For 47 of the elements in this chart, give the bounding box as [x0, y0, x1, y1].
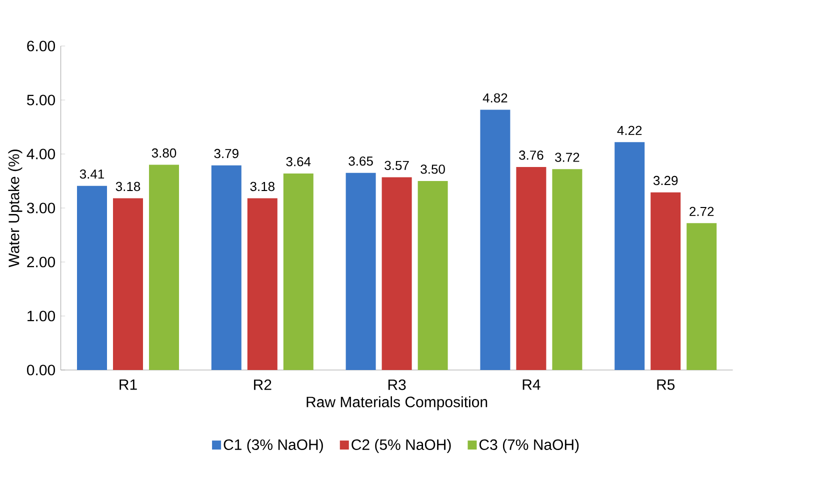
x-tick-label: R5 — [657, 379, 675, 390]
bar — [113, 198, 143, 370]
data-label: 3.79 — [214, 148, 238, 158]
bar — [283, 173, 314, 370]
bar — [247, 198, 278, 370]
bar — [480, 110, 510, 370]
data-label: 3.64 — [286, 157, 311, 166]
data-label: 3.29 — [653, 176, 678, 186]
legend-label: C3 (7% NaOH) — [479, 438, 579, 453]
data-label: 3.80 — [152, 148, 176, 158]
bar — [614, 142, 645, 370]
x-tick-label: R1 — [120, 379, 137, 390]
bar — [77, 186, 107, 370]
data-label: 2.72 — [690, 206, 714, 216]
data-label: 3.65 — [348, 156, 373, 166]
bar — [552, 169, 582, 370]
y-tick-label: 6.00 — [27, 40, 56, 52]
y-tick-label: 1.00 — [28, 310, 56, 322]
data-label: 3.57 — [384, 160, 409, 170]
bar — [686, 223, 717, 370]
y-tick-label: 5.00 — [27, 94, 56, 106]
data-label: 3.18 — [116, 182, 140, 192]
y-axis-title: Water Uptake (%) — [8, 150, 22, 268]
x-tick-label: R2 — [254, 379, 272, 390]
bar — [211, 165, 242, 370]
bar — [346, 172, 376, 370]
bar — [418, 181, 448, 370]
x-axis-title: Raw Materials Composition — [306, 396, 488, 410]
data-label: 3.72 — [555, 152, 580, 162]
data-label: 3.76 — [519, 150, 544, 160]
y-tick-label: 4.00 — [26, 148, 56, 160]
bar — [516, 166, 546, 370]
x-tick-label: R4 — [522, 379, 540, 390]
y-tick-label: 0.00 — [27, 364, 56, 376]
data-label: 3.18 — [250, 182, 274, 192]
data-label: 4.22 — [617, 126, 642, 135]
data-label: 4.82 — [482, 93, 508, 103]
x-tick-label: R3 — [388, 379, 406, 390]
legend-label: C2 (5% NaOH) — [352, 438, 451, 453]
legend-label: C1 (3% NaOH) — [224, 438, 323, 453]
y-tick-label: 3.00 — [26, 202, 56, 214]
data-label: 3.50 — [420, 164, 445, 174]
y-tick-label: 2.00 — [27, 256, 56, 268]
bar — [382, 177, 412, 370]
bar — [149, 164, 180, 370]
data-label: 3.41 — [80, 169, 104, 179]
bar — [650, 192, 681, 370]
